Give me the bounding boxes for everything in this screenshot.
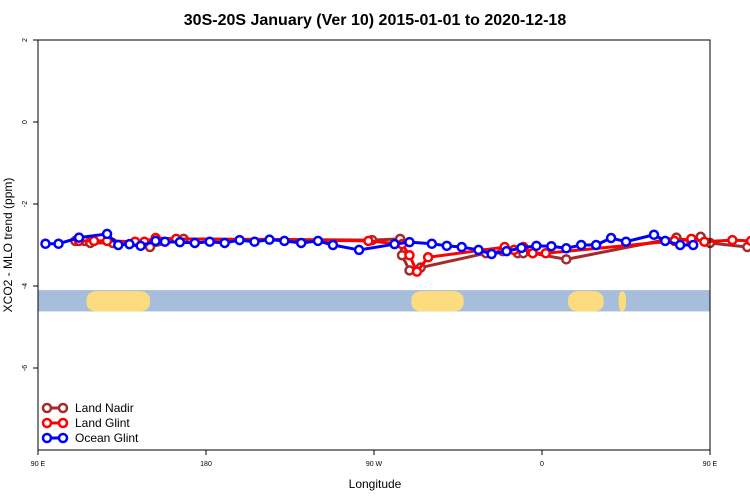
data-point	[540, 247, 551, 259]
series-layer	[40, 228, 750, 277]
legend-swatch-marker	[57, 402, 69, 414]
legend-label: Land Glint	[75, 416, 130, 430]
data-point	[620, 236, 632, 247]
y-axis-label: XCO2 - MLO trend (ppm)	[1, 178, 15, 313]
data-point	[234, 234, 245, 246]
data-point	[353, 244, 365, 256]
x-tick-label: 180	[200, 461, 212, 468]
x-axis-label: Longitude	[349, 477, 402, 491]
y-tick-label: -6	[22, 365, 29, 371]
data-point	[411, 266, 423, 277]
data-point	[40, 238, 51, 250]
data-point	[546, 240, 557, 252]
data-point	[561, 243, 572, 254]
legend-item: Land Glint	[41, 416, 130, 430]
legend-swatch-marker	[41, 402, 53, 414]
data-point	[404, 250, 415, 261]
data-point	[312, 235, 324, 247]
data-point	[135, 240, 146, 252]
data-point	[687, 239, 699, 251]
data-point	[501, 245, 512, 257]
data-point	[295, 237, 307, 249]
data-point	[88, 235, 100, 247]
y-tick-label: -2	[22, 201, 29, 207]
data-point	[279, 235, 290, 247]
data-point	[101, 228, 113, 240]
data-point	[648, 229, 660, 240]
data-point	[422, 252, 434, 263]
land-mass	[618, 291, 626, 312]
data-point	[264, 234, 275, 245]
data-point	[204, 236, 215, 247]
data-point	[727, 234, 738, 246]
data-point	[249, 236, 260, 247]
y-tick-label: 0	[22, 120, 29, 124]
data-point	[699, 236, 710, 247]
data-point	[590, 239, 602, 251]
land-mass	[411, 291, 464, 312]
data-point	[389, 238, 400, 250]
data-point	[113, 239, 124, 251]
x-tick-label: 0	[540, 461, 544, 468]
ocean-band	[38, 290, 710, 312]
data-point	[159, 236, 171, 247]
series-ocean-glint	[40, 228, 699, 260]
data-point	[674, 239, 686, 251]
data-point	[73, 232, 85, 243]
data-point	[575, 239, 587, 251]
chart-title: 30S-20S January (Ver 10) 2015-01-01 to 2…	[184, 12, 567, 29]
data-point	[659, 235, 671, 247]
data-point	[561, 254, 572, 265]
data-point	[124, 238, 135, 250]
legend-swatch-marker	[41, 417, 53, 429]
data-point	[327, 239, 339, 251]
legend-label: Ocean Glint	[75, 431, 139, 445]
data-point	[426, 238, 438, 250]
data-point	[219, 237, 230, 249]
land-mass	[568, 291, 604, 312]
data-point	[174, 236, 186, 248]
land-mass	[86, 291, 150, 312]
legend-swatch-marker	[41, 432, 53, 444]
x-tick-label: 90 E	[703, 461, 718, 468]
legend-swatch-marker	[57, 417, 69, 429]
data-point	[473, 244, 484, 256]
y-tick-label: 2	[22, 38, 29, 42]
legend-item: Ocean Glint	[41, 431, 139, 445]
data-point	[53, 238, 64, 250]
data-point	[456, 241, 467, 253]
data-point	[745, 235, 750, 247]
legend-item: Land Nadir	[41, 401, 134, 415]
data-point	[531, 240, 542, 252]
x-tick-label: 90 W	[366, 461, 383, 468]
data-point	[189, 237, 201, 249]
data-point	[605, 232, 617, 244]
data-point	[404, 236, 415, 248]
data-point	[486, 248, 497, 260]
data-point	[363, 235, 374, 247]
data-point	[441, 240, 453, 252]
data-point	[516, 242, 527, 254]
data-point	[150, 235, 161, 247]
y-axis: 2 0 -2 -4 -6	[22, 38, 38, 371]
x-tick-label: 90 E	[31, 461, 46, 468]
y-tick-label: -4	[22, 283, 29, 289]
legend-label: Land Nadir	[75, 401, 134, 415]
legend-swatch-marker	[57, 432, 69, 444]
land-ocean-band	[38, 290, 710, 312]
